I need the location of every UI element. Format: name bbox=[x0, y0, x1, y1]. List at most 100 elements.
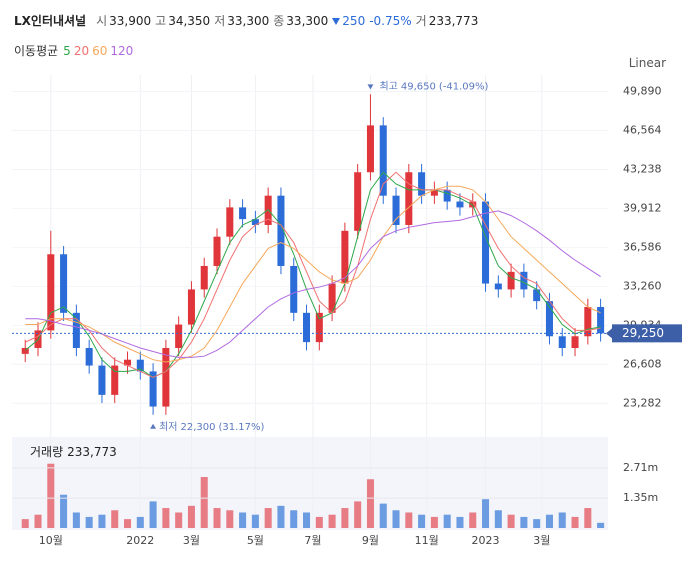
y-tick-label: 43,238 bbox=[623, 162, 662, 175]
volume-bar bbox=[136, 516, 144, 528]
y-tick-label: 36,586 bbox=[623, 240, 662, 253]
low-note: 최저 22,300 (31.17%) bbox=[159, 421, 264, 433]
x-tick-label: 9월 bbox=[362, 534, 379, 547]
volume-bar bbox=[507, 514, 515, 528]
scale-toggle[interactable]: Linear bbox=[628, 56, 666, 70]
legend-entry: 60 bbox=[92, 44, 108, 58]
field-label: 시 bbox=[96, 14, 108, 28]
field-value: 33,300 bbox=[227, 14, 270, 28]
y-tick-label: 39,912 bbox=[623, 201, 662, 214]
candle-body bbox=[571, 336, 579, 348]
ma-line bbox=[24, 171, 601, 378]
x-tick-label: 3월 bbox=[183, 534, 200, 547]
volume-bar bbox=[520, 516, 528, 528]
field-label: 종 bbox=[273, 14, 285, 28]
x-tick-label: 10월 bbox=[39, 534, 63, 547]
y-tick-label: 2.71m bbox=[623, 461, 658, 474]
volume-bar bbox=[584, 508, 592, 528]
candle-body bbox=[60, 254, 68, 313]
high-marker bbox=[367, 84, 374, 90]
volume-bar bbox=[34, 514, 42, 528]
candle-body bbox=[72, 312, 80, 348]
volume-bar bbox=[162, 508, 170, 528]
volume-bar bbox=[239, 512, 247, 528]
candle-body bbox=[315, 312, 323, 343]
volume-bar bbox=[418, 514, 426, 528]
volume-bar bbox=[533, 519, 541, 528]
candle-body bbox=[226, 207, 234, 237]
low-note-part: 최저 bbox=[159, 421, 177, 433]
volume-bar bbox=[328, 514, 336, 528]
volume-bar bbox=[72, 512, 80, 528]
candle-body bbox=[213, 236, 221, 266]
field-value: 34,350 bbox=[168, 14, 211, 28]
x-tick-label: 5월 bbox=[247, 534, 264, 547]
candle-body bbox=[290, 265, 298, 313]
volume-bar bbox=[111, 510, 119, 528]
candle-body bbox=[482, 201, 490, 284]
candle-body bbox=[418, 172, 426, 196]
y-tick-label: 1.35m bbox=[623, 491, 658, 504]
volume-bar bbox=[303, 512, 311, 528]
volume-title: 거래량 233,773 bbox=[30, 445, 117, 459]
header: LX인터내셔널 시 33,900 고 34,350 저 33,300 종 33,300 250 -0… bbox=[14, 12, 478, 29]
volume-bar bbox=[366, 479, 374, 528]
candle-body bbox=[545, 301, 553, 337]
x-tick-label: 3월 bbox=[533, 534, 550, 547]
candle-body bbox=[111, 365, 119, 395]
legend: 이동평균 5 20 60 120 bbox=[14, 42, 136, 59]
volume-bar bbox=[392, 510, 400, 528]
legend-title: 이동평균 bbox=[14, 44, 59, 58]
x-tick-label: 11월 bbox=[415, 534, 439, 547]
volume-bar bbox=[251, 514, 259, 528]
volume-bar bbox=[200, 477, 208, 528]
x-tick-label: 2022 bbox=[126, 534, 154, 547]
volume-bar bbox=[226, 510, 234, 528]
candle-body bbox=[200, 265, 208, 290]
field-value: 233,773 bbox=[428, 14, 479, 28]
candle-body bbox=[303, 312, 311, 343]
candle-body bbox=[456, 201, 464, 208]
volume-bar bbox=[494, 510, 502, 528]
down-arrow bbox=[332, 18, 341, 25]
field-label: 고 bbox=[155, 14, 167, 28]
candle-body bbox=[558, 336, 566, 348]
volume-bar bbox=[443, 514, 451, 528]
volume-bar bbox=[315, 516, 323, 528]
candle-body bbox=[21, 347, 29, 354]
last-price-label: 29,250 bbox=[622, 326, 664, 340]
legend-entry: 5 bbox=[63, 44, 71, 58]
candle-body bbox=[136, 359, 144, 372]
candle-body bbox=[187, 289, 195, 325]
candle-body bbox=[239, 207, 247, 220]
candle-body bbox=[251, 219, 259, 225]
volume-bar bbox=[60, 494, 68, 528]
volume-bar bbox=[482, 499, 490, 528]
volume-bar bbox=[430, 516, 438, 528]
candle-body bbox=[520, 271, 528, 290]
volume-bar bbox=[379, 503, 387, 528]
legend-entry: 120 bbox=[110, 44, 134, 58]
volume-bar bbox=[213, 508, 221, 528]
y-tick-label: 33,260 bbox=[623, 279, 662, 292]
stock-name: LX인터내셔널 bbox=[14, 14, 87, 28]
ma-line bbox=[25, 185, 601, 363]
low-marker bbox=[150, 423, 157, 429]
y-tick-label: 49,890 bbox=[623, 85, 662, 98]
volume-bar bbox=[597, 522, 605, 528]
candle-body bbox=[162, 347, 170, 407]
low-note-part: (31.17%) bbox=[218, 422, 264, 433]
volume-bar bbox=[545, 514, 553, 528]
candle-body bbox=[405, 172, 413, 225]
y-tick-label: 23,282 bbox=[623, 396, 662, 409]
volume-bar bbox=[290, 510, 298, 528]
candle-body bbox=[85, 347, 93, 366]
volume-bar bbox=[571, 516, 579, 528]
candle-body bbox=[277, 195, 285, 266]
volume-bar bbox=[341, 508, 349, 528]
field-value: 33,300 bbox=[286, 14, 329, 28]
x-tick-label: 2023 bbox=[472, 534, 500, 547]
field-label: 거 bbox=[415, 14, 427, 28]
x-tick-label: 7월 bbox=[304, 534, 321, 547]
